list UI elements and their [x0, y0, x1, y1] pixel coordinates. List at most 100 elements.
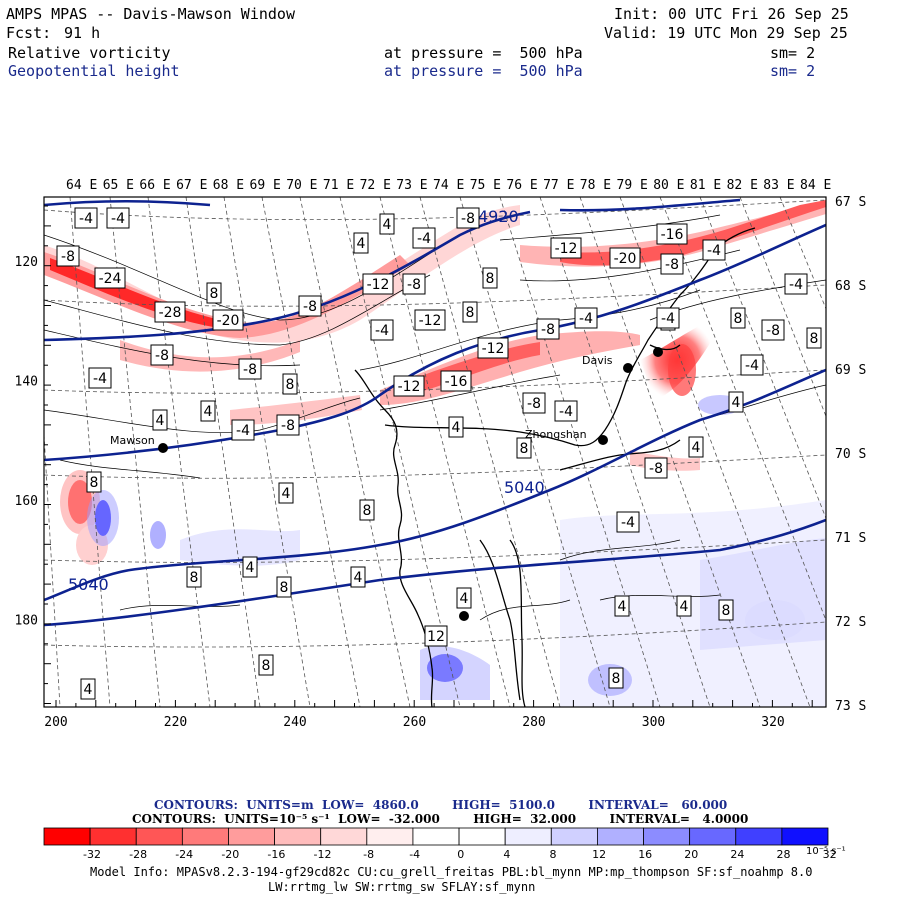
graticule: [44, 197, 826, 707]
vorticity-label: 4: [152, 409, 168, 431]
vorticity-label: -24: [94, 267, 126, 289]
vorticity-label: -8: [522, 392, 546, 414]
vorticity-label: -4: [74, 207, 98, 229]
station-marker: [459, 611, 469, 621]
y-grid-labels: 120 140 160 180: [15, 255, 38, 629]
latitude-label: 69 S: [835, 363, 866, 378]
station-marker: [623, 363, 633, 373]
vorticity-label: 4: [456, 587, 472, 609]
vorticity-label: -28: [154, 301, 186, 323]
station-marker: [598, 435, 608, 445]
vorticity-label: -16: [440, 370, 472, 392]
latitude-label: 73 S: [835, 699, 866, 714]
colorbar-tick-label: 32: [823, 848, 837, 861]
vorticity-label: 4: [350, 566, 366, 588]
vorticity-label: -8: [456, 207, 480, 229]
vorticity-label: 8: [482, 267, 498, 289]
svg-text:8: 8: [810, 331, 819, 347]
svg-text:8: 8: [466, 305, 475, 321]
station-group: Mawson Zhongshan Davis: [110, 347, 663, 621]
svg-text:-8: -8: [665, 257, 679, 273]
colorbar-tick-label: -32: [83, 848, 101, 861]
vorticity-label: -12: [477, 337, 509, 359]
longitude-label: 83 E: [763, 178, 794, 193]
svg-text:4: 4: [452, 420, 461, 436]
svg-text:-8: -8: [541, 322, 555, 338]
colorbar-labels: -32 -28 -24 -20 -16 -12 -8 -4 0 4 8 12 16 20 24 28 32: [83, 848, 837, 861]
longitude-label: 67 E: [176, 178, 207, 193]
colorbar-tick-label: -4: [409, 848, 420, 861]
latitude-label: 71 S: [835, 531, 866, 546]
station-label: Davis: [582, 354, 613, 367]
y-grid-label: 160: [15, 494, 38, 509]
vorticity-label: -4: [106, 207, 130, 229]
svg-text:-4: -4: [707, 243, 721, 259]
longitude-label: 68 E: [213, 178, 244, 193]
vorticity-label: -12: [550, 237, 582, 259]
forecast-label: Fcst:: [6, 24, 52, 42]
svg-text:-20: -20: [614, 251, 637, 267]
vorticity-label: -8: [644, 457, 668, 479]
vorticity-label: -12: [393, 375, 425, 397]
vorticity-label: -4: [656, 307, 680, 329]
vorticity-label: -4: [370, 319, 394, 341]
longitude-label: 78 E: [580, 178, 611, 193]
longitude-label: 79 E: [617, 178, 648, 193]
svg-text:-4: -4: [375, 323, 389, 339]
svg-text:-28: -28: [159, 305, 182, 321]
vorticity-contour-info: CONTOURS: UNITS=10⁻⁵ s⁻¹ LOW= -32.000 HI…: [132, 812, 749, 826]
longitude-label: 76 E: [506, 178, 537, 193]
colorbar-swatch: [504, 827, 552, 846]
vorticity-label: 4: [676, 595, 692, 617]
height-label: 5040: [68, 575, 109, 594]
station-marker: [158, 443, 168, 453]
svg-text:-8: -8: [243, 362, 257, 378]
vorticity-label: -20: [609, 247, 641, 269]
vorticity-label: 4: [200, 400, 216, 422]
colorbar-tick-label: 20: [684, 848, 698, 861]
svg-text:-16: -16: [661, 227, 684, 243]
longitude-label: 65 E: [103, 178, 134, 193]
chart-title: AMPS MPAS -- Davis-Mawson Window: [6, 5, 295, 23]
y-grid-label: 140: [15, 375, 38, 390]
svg-text:-20: -20: [217, 313, 240, 329]
height-label: 4920: [478, 207, 519, 226]
colorbar-tick-label: 4: [503, 848, 510, 861]
colorbar-tick-label: 12: [592, 848, 606, 861]
latitude-label: 70 S: [835, 447, 866, 462]
vorticity-label: -4: [574, 307, 598, 329]
vorticity-label: 4: [242, 556, 258, 578]
longitude-labels: 64 E 65 E 66 E 67 E 68 E 69 E 70 E 71 E 72 E 73 E…: [66, 178, 831, 193]
vorticity-label: -4: [616, 511, 640, 533]
station-label: Zhongshan: [525, 428, 587, 441]
svg-text:-8: -8: [155, 348, 169, 364]
svg-text:-4: -4: [621, 515, 635, 531]
vorticity-label: 8: [359, 499, 375, 521]
colorbar-swatch: [458, 827, 506, 846]
vorticity-label: -4: [784, 273, 808, 295]
longitude-label: 70 E: [286, 178, 317, 193]
colorbar-tick-label: -12: [314, 848, 332, 861]
colorbar-swatch: [643, 827, 691, 846]
longitude-label: 71 E: [323, 178, 354, 193]
field1-name: Relative vorticity: [8, 44, 171, 62]
svg-text:4: 4: [680, 599, 689, 615]
colorbar-swatch: [135, 827, 183, 846]
svg-text:4: 4: [732, 395, 741, 411]
forecast-hour: 91 h: [64, 24, 101, 42]
svg-text:4: 4: [282, 486, 291, 502]
longitude-label: 77 E: [543, 178, 574, 193]
field2-name: Geopotential height: [8, 62, 180, 80]
svg-text:8: 8: [262, 658, 271, 674]
height-label-group: 4920 5040 5040: [68, 207, 545, 594]
svg-text:8: 8: [90, 475, 99, 491]
x-grid-label: 280: [522, 715, 545, 730]
svg-text:-4: -4: [93, 371, 107, 387]
colorbar-tick-label: -20: [221, 848, 239, 861]
vorticity-label: -16: [656, 223, 688, 245]
vorticity-label: 4: [353, 232, 369, 254]
vorticity-label: -8: [536, 318, 560, 340]
svg-text:8: 8: [210, 286, 219, 302]
svg-text:-16: -16: [445, 374, 468, 390]
svg-text:8: 8: [280, 580, 289, 596]
